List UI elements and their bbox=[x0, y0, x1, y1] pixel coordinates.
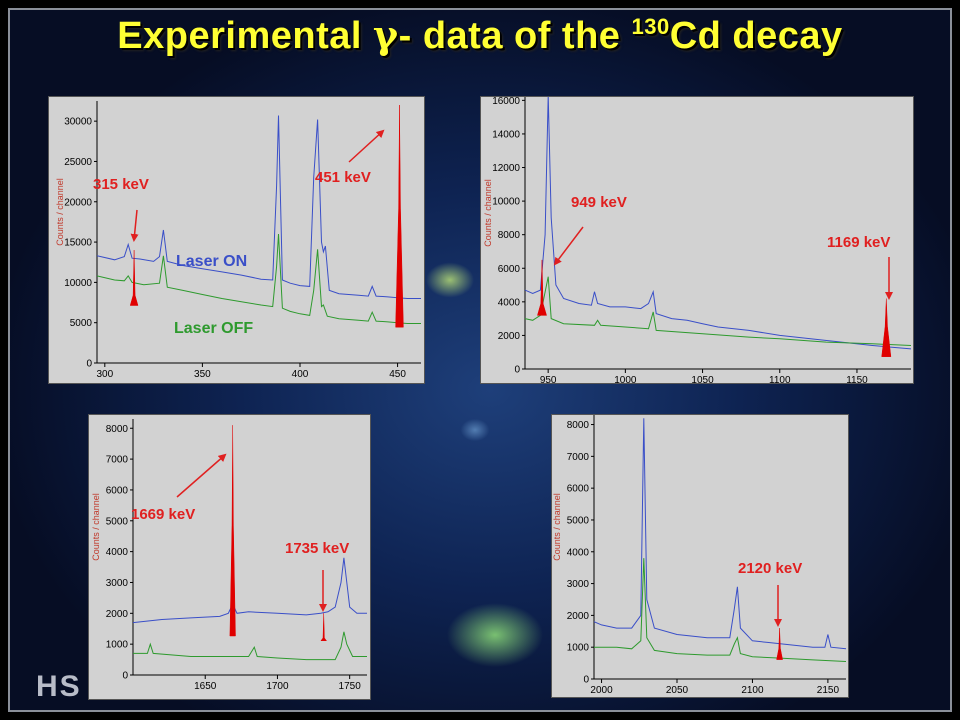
peak-highlight bbox=[229, 425, 236, 637]
series-line-laser-off bbox=[524, 276, 912, 346]
x-tick-label: 1650 bbox=[194, 681, 217, 692]
y-tick-label: 8000 bbox=[106, 424, 129, 435]
spectrum-panel-4: 0 1000 2000 3000 4000 5000 6000 7000 8000 2000 205… bbox=[551, 414, 849, 698]
y-tick-label: 3000 bbox=[567, 579, 590, 590]
y-tick-label: 5000 bbox=[70, 318, 93, 329]
spectrum-panel-3: 0 1000 2000 3000 4000 5000 6000 7000 8000 1650 170… bbox=[88, 414, 371, 700]
y-tick-label: 8000 bbox=[498, 230, 521, 241]
y-tick-label: 14000 bbox=[492, 129, 520, 140]
y-tick-label: 0 bbox=[583, 675, 589, 686]
series-line-laser-on bbox=[524, 97, 912, 350]
y-axis-label: Counts / channel bbox=[55, 178, 65, 246]
x-tick-label: 1000 bbox=[614, 375, 637, 383]
y-tick-label: 12000 bbox=[492, 163, 520, 174]
series-line-laser-off bbox=[133, 631, 367, 661]
peak-arrow bbox=[130, 209, 139, 242]
series-line-laser-on bbox=[593, 418, 847, 650]
y-axis-label: Counts / channel bbox=[91, 493, 101, 561]
y-tick-label: 8000 bbox=[567, 420, 590, 431]
y-tick-label: 16000 bbox=[492, 97, 520, 107]
y-tick-label: 6000 bbox=[567, 484, 590, 495]
x-tick-label: 1100 bbox=[769, 375, 791, 383]
y-axis-label: Counts / channel bbox=[483, 179, 493, 247]
y-tick-label: 6000 bbox=[498, 264, 521, 275]
legend-laser-on: Laser ON bbox=[176, 253, 247, 270]
peak-arrow bbox=[553, 226, 584, 266]
y-tick-label: 4000 bbox=[498, 297, 521, 308]
mass-number: 130 bbox=[631, 14, 670, 39]
y-tick-label: 10000 bbox=[64, 278, 92, 289]
peak-label: 2120 keV bbox=[738, 560, 802, 577]
peak-arrow bbox=[348, 129, 385, 163]
peak-highlight bbox=[395, 104, 404, 328]
peak-highlight bbox=[129, 250, 139, 306]
watermark-logo: HS bbox=[36, 670, 82, 703]
x-tick-label: 950 bbox=[540, 375, 557, 383]
spectrum-panel-2: 0 2000 4000 6000 8000 10000 12000 14000 16000 950… bbox=[480, 96, 914, 384]
y-tick-label: 4000 bbox=[106, 547, 129, 558]
x-tick-label: 350 bbox=[194, 369, 211, 380]
y-tick-label: 7000 bbox=[106, 455, 129, 466]
y-tick-label: 0 bbox=[514, 365, 520, 376]
peak-arrow bbox=[176, 453, 227, 498]
y-tick-label: 5000 bbox=[106, 516, 129, 527]
x-tick-label: 400 bbox=[292, 369, 309, 380]
peak-label: 1735 keV bbox=[285, 540, 349, 557]
x-tick-label: 1150 bbox=[846, 375, 868, 383]
x-tick-label: 1050 bbox=[691, 375, 714, 383]
y-tick-label: 6000 bbox=[106, 485, 129, 496]
slide-title: Experimental γ- data of the 130Cd decay bbox=[117, 12, 843, 57]
spectrum-panel-1: 0 5000 10000 15000 20000 25000 30000 300 350 400 4… bbox=[48, 96, 425, 384]
y-tick-label: 2000 bbox=[567, 611, 590, 622]
x-tick-label: 1750 bbox=[339, 681, 362, 692]
series-line-laser-on bbox=[132, 557, 367, 624]
y-axis-label: Counts / channel bbox=[552, 493, 562, 561]
x-tick-label: 2000 bbox=[590, 685, 613, 696]
gamma-symbol: γ bbox=[373, 12, 399, 57]
y-tick-label: 30000 bbox=[64, 117, 92, 128]
peak-label: 451 keV bbox=[315, 169, 371, 186]
x-tick-label: 1700 bbox=[266, 681, 289, 692]
x-tick-label: 2050 bbox=[666, 685, 689, 696]
y-tick-label: 15000 bbox=[64, 238, 92, 249]
x-tick-label: 300 bbox=[96, 369, 113, 380]
y-tick-label: 4000 bbox=[567, 547, 590, 558]
peak-label: 315 keV bbox=[93, 176, 149, 193]
legend-laser-off: Laser OFF bbox=[174, 320, 253, 337]
y-tick-label: 1000 bbox=[106, 640, 129, 651]
peak-label: 1669 keV bbox=[131, 506, 195, 523]
series-line-laser-off bbox=[594, 558, 847, 662]
y-tick-label: 1000 bbox=[567, 643, 590, 654]
y-tick-label: 25000 bbox=[64, 157, 92, 168]
y-tick-label: 7000 bbox=[567, 452, 590, 463]
x-tick-label: 2100 bbox=[741, 685, 764, 696]
y-tick-label: 10000 bbox=[492, 197, 520, 208]
y-tick-label: 3000 bbox=[106, 578, 129, 589]
peak-label: 949 keV bbox=[571, 194, 627, 211]
y-tick-label: 2000 bbox=[106, 609, 129, 620]
y-tick-label: 2000 bbox=[498, 331, 521, 342]
peak-label: 1169 keV bbox=[827, 234, 890, 251]
x-tick-label: 450 bbox=[389, 369, 406, 380]
peak-highlight bbox=[776, 628, 783, 660]
y-tick-label: 0 bbox=[122, 671, 128, 682]
peak-highlight bbox=[320, 613, 328, 641]
series-line-laser-off bbox=[96, 233, 421, 324]
series-line-laser-on bbox=[96, 115, 421, 299]
y-tick-label: 20000 bbox=[64, 197, 92, 208]
peak-highlight bbox=[537, 259, 547, 316]
peak-highlight bbox=[881, 298, 892, 357]
y-tick-label: 5000 bbox=[567, 515, 590, 526]
x-tick-label: 2150 bbox=[817, 685, 840, 696]
y-tick-label: 0 bbox=[86, 359, 92, 370]
